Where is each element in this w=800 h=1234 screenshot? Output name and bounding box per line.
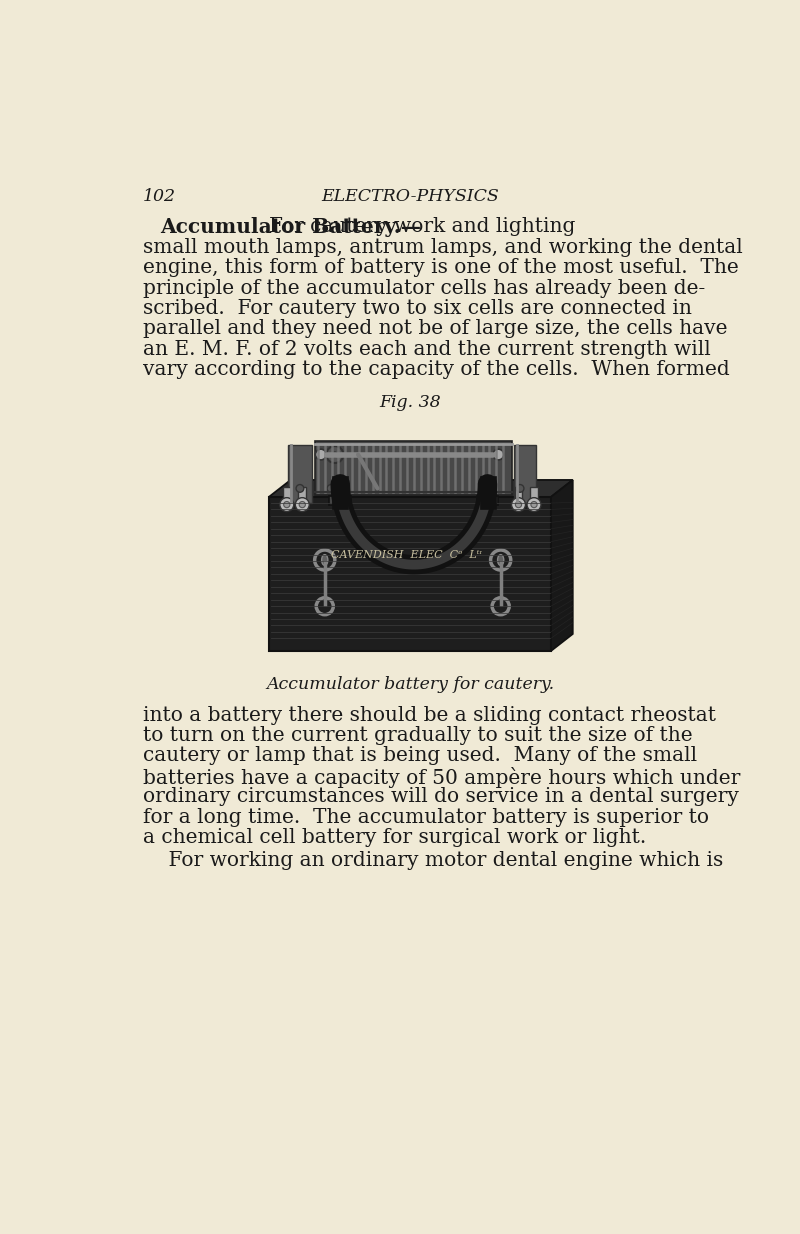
Text: a chemical cell battery for surgical work or light.: a chemical cell battery for surgical wor… [142, 828, 646, 847]
Bar [514, 444, 535, 503]
Circle shape [280, 497, 294, 512]
Text: into a battery there should be a sliding contact rheostat: into a battery there should be a sliding… [142, 706, 716, 724]
Text: batteries have a capacity of 50 ampère hours which under: batteries have a capacity of 50 ampère h… [142, 766, 740, 787]
Circle shape [516, 485, 524, 492]
Circle shape [331, 450, 338, 458]
Text: Accumulator battery for cautery.: Accumulator battery for cautery. [266, 676, 554, 694]
Text: CAVENDISH  ELEC  Cᵒ  Lᵗᶦ: CAVENDISH ELEC Cᵒ Lᵗᶦ [330, 550, 482, 560]
Circle shape [284, 501, 290, 507]
Bar [330, 496, 351, 506]
Circle shape [295, 497, 310, 512]
Bar [514, 487, 522, 501]
Text: scribed.  For cautery two to six cells are connected in: scribed. For cautery two to six cells ar… [142, 299, 691, 318]
Bar [288, 444, 311, 503]
Circle shape [299, 501, 306, 507]
Text: Fig. 38: Fig. 38 [379, 395, 441, 411]
Text: engine, this form of battery is one of the most useful.  The: engine, this form of battery is one of t… [142, 258, 738, 278]
Ellipse shape [498, 554, 504, 565]
Circle shape [485, 485, 493, 492]
Circle shape [327, 485, 335, 492]
Bar [477, 496, 498, 506]
Text: For working an ordinary motor dental engine which is: For working an ordinary motor dental eng… [142, 851, 723, 870]
Bar [530, 487, 538, 501]
Text: principle of the accumulator cells has already been de-: principle of the accumulator cells has a… [142, 279, 705, 297]
Text: vary according to the capacity of the cells.  When formed: vary according to the capacity of the ce… [142, 360, 730, 379]
Text: ELECTRO-PHYSICS: ELECTRO-PHYSICS [321, 188, 499, 205]
Circle shape [531, 501, 537, 507]
Circle shape [315, 449, 326, 460]
Text: parallel and they need not be of large size, the cells have: parallel and they need not be of large s… [142, 320, 727, 338]
Polygon shape [269, 480, 573, 497]
Text: to turn on the current gradually to suit the size of the: to turn on the current gradually to suit… [142, 726, 692, 745]
Polygon shape [551, 480, 573, 650]
Bar [315, 441, 512, 495]
Text: cautery or lamp that is being used.  Many of the small: cautery or lamp that is being used. Many… [142, 747, 697, 765]
Text: For cautery work and lighting: For cautery work and lighting [269, 217, 575, 237]
Circle shape [326, 445, 343, 463]
Circle shape [493, 449, 504, 460]
Bar [283, 487, 290, 501]
Circle shape [511, 497, 526, 512]
Text: small mouth lamps, antrum lamps, and working the dental: small mouth lamps, antrum lamps, and wor… [142, 238, 742, 257]
Text: Accumulator Battery.—: Accumulator Battery.— [160, 217, 421, 237]
Bar [298, 487, 306, 501]
Circle shape [296, 485, 304, 492]
Bar [269, 497, 551, 650]
Circle shape [515, 501, 522, 507]
Text: for a long time.  The accumulator battery is superior to: for a long time. The accumulator battery… [142, 807, 709, 827]
Text: ordinary circumstances will do service in a dental surgery: ordinary circumstances will do service i… [142, 787, 738, 806]
Text: 102: 102 [142, 188, 176, 205]
Text: an E. M. F. of 2 volts each and the current strength will: an E. M. F. of 2 volts each and the curr… [142, 339, 710, 359]
Circle shape [527, 497, 541, 512]
Ellipse shape [322, 554, 328, 565]
